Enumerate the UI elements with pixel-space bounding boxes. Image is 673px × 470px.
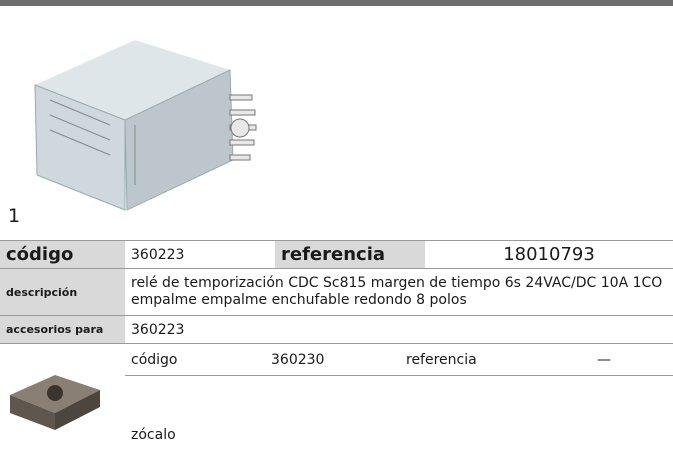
row-line xyxy=(0,268,673,269)
relay-front xyxy=(34,84,126,211)
row-line xyxy=(0,315,673,316)
cell: 18010793 xyxy=(503,244,595,265)
socket-side xyxy=(55,390,100,430)
relay-top xyxy=(35,40,230,120)
relay-pins xyxy=(229,94,257,161)
cell: referencia xyxy=(406,351,477,368)
header-cell: código xyxy=(0,241,125,268)
page-number: 1 xyxy=(8,205,21,227)
socket-hole xyxy=(47,385,63,401)
relay-markings xyxy=(49,99,136,185)
cell: código xyxy=(131,351,178,368)
cell: relé de temporización CDC Sc815 margen d… xyxy=(131,275,663,308)
cell: 360230 xyxy=(271,351,325,368)
row-line xyxy=(125,375,673,376)
accessory-image xyxy=(10,375,100,430)
header-cell: accesorios para xyxy=(0,316,125,343)
socket-front xyxy=(10,395,55,430)
header-cell: referencia xyxy=(275,241,425,268)
product-image xyxy=(34,40,257,211)
cell: 360223 xyxy=(131,321,185,338)
cell: 360223 xyxy=(131,246,185,263)
row-line xyxy=(0,343,673,344)
cell: — xyxy=(597,351,611,368)
cell: zócalo xyxy=(131,427,176,443)
header-cell: descripción xyxy=(0,269,125,315)
row-line xyxy=(0,240,673,241)
top-bar xyxy=(0,0,673,6)
